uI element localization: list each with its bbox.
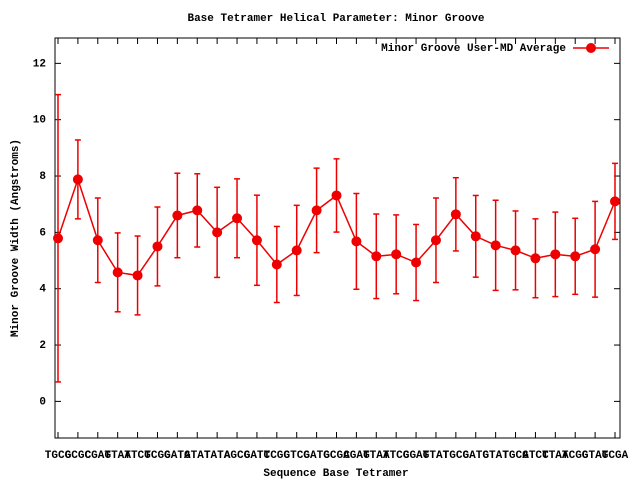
point xyxy=(232,213,243,224)
point xyxy=(212,227,223,238)
y-tick-label: 12 xyxy=(33,58,46,70)
x-tick-label: AGCG xyxy=(224,450,251,462)
y-tick-label: 10 xyxy=(33,115,46,127)
x-tick-label: GCGC xyxy=(65,450,92,462)
point xyxy=(192,205,203,216)
point xyxy=(430,235,441,246)
point xyxy=(132,270,143,281)
x-tick-label: CTAT xyxy=(542,450,569,462)
x-tick-label: TGCG xyxy=(443,450,470,462)
point xyxy=(172,210,183,221)
x-tick-label: GATG xyxy=(164,450,191,462)
y-tick-label: 4 xyxy=(39,284,46,296)
x-tick-label: CGAT xyxy=(85,450,112,462)
x-tick-label: GTCG xyxy=(284,450,311,462)
x-tick-label: GCGA xyxy=(323,450,350,462)
x-tick-label: ATAT xyxy=(184,450,211,462)
x-tick-label: GATC xyxy=(244,450,271,462)
point xyxy=(610,196,620,207)
legend-label: Minor Groove User-MD Average xyxy=(381,43,566,55)
x-tick-label: ATCG xyxy=(124,450,151,462)
x-tick-label: GATG xyxy=(463,450,490,462)
x-tick-label: GTAT xyxy=(363,450,390,462)
point xyxy=(112,267,123,278)
point xyxy=(570,251,581,262)
x-tick-label: TCGG xyxy=(144,450,171,462)
point xyxy=(251,235,262,246)
point xyxy=(351,236,362,247)
x-tick-label: ACGG xyxy=(562,450,589,462)
point xyxy=(470,231,481,242)
point xyxy=(391,249,402,260)
x-tick-label: ATCG xyxy=(383,450,410,462)
x-tick-label: GTAT xyxy=(423,450,450,462)
x-tick-label: ATCT xyxy=(522,450,549,462)
x-tick-label: CGAT xyxy=(343,450,370,462)
point xyxy=(550,249,561,260)
chart-title: Base Tetramer Helical Parameter: Minor G… xyxy=(187,13,484,25)
y-tick-label: 2 xyxy=(39,340,46,352)
point xyxy=(92,235,103,246)
x-tick-label: TGCG xyxy=(502,450,529,462)
x-tick-label: GTAT xyxy=(104,450,131,462)
point xyxy=(53,233,63,244)
y-tick-label: 0 xyxy=(39,396,46,408)
point xyxy=(490,240,501,251)
y-tick-label: 8 xyxy=(39,171,46,183)
point xyxy=(72,174,83,185)
point xyxy=(271,259,282,270)
legend-swatch xyxy=(586,43,596,53)
point xyxy=(590,244,601,255)
y-tick-label: 6 xyxy=(39,227,46,239)
point xyxy=(331,190,342,201)
y-axis-label: Minor Groove Width (Angstroms) xyxy=(10,139,22,337)
x-tick-label: GCGA xyxy=(602,450,629,462)
x-tick-label: TATA xyxy=(204,450,231,462)
x-tick-label: GTAT xyxy=(482,450,509,462)
x-tick-label: GATG xyxy=(303,450,330,462)
point xyxy=(450,209,461,220)
x-tick-label: TCGC xyxy=(264,450,291,462)
point xyxy=(510,245,521,256)
x-axis-label: Sequence Base Tetramer xyxy=(263,468,408,480)
point xyxy=(311,205,322,216)
point xyxy=(152,241,163,252)
point xyxy=(530,253,541,264)
x-tick-label: GTAT xyxy=(582,450,609,462)
point xyxy=(371,251,382,262)
x-tick-label: TGCG xyxy=(45,450,72,462)
x-tick-label: CGAT xyxy=(403,450,430,462)
point xyxy=(411,257,422,268)
point xyxy=(291,245,302,256)
